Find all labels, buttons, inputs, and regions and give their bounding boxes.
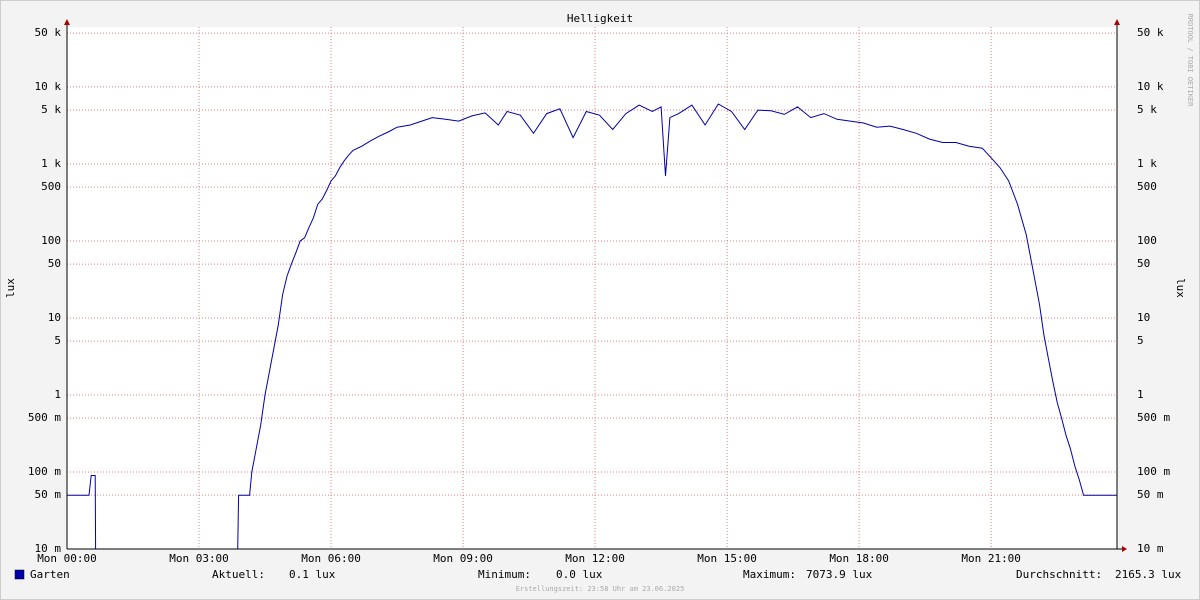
watermark: RRDTOOL / TOBI OETIKER <box>1186 14 1194 108</box>
y-tick-label-right: 500 m <box>1137 411 1170 424</box>
y-tick-label-right: 1 k <box>1137 157 1157 170</box>
x-tick-label: Mon 18:00 <box>829 552 889 565</box>
stat-label: Aktuell: <box>212 568 265 581</box>
legend-swatch <box>14 569 25 580</box>
y-tick-label: 10 k <box>35 80 62 93</box>
y-tick-label: 100 <box>41 234 61 247</box>
stat-value: 7073.9 lux <box>806 568 873 581</box>
x-tick-label: Mon 00:00 <box>37 552 97 565</box>
y-tick-label-right: 50 <box>1137 257 1150 270</box>
y-tick-label-right: 10 k <box>1137 80 1164 93</box>
stat-value: 0.1 lux <box>289 568 336 581</box>
chart-title: Helligkeit <box>567 12 633 25</box>
y-tick-label-right: 10 <box>1137 311 1150 324</box>
x-tick-label: Mon 06:00 <box>301 552 361 565</box>
y-tick-label-right: 10 m <box>1137 542 1164 555</box>
y-tick-label-right: 50 k <box>1137 26 1164 39</box>
x-tick-label: Mon 12:00 <box>565 552 625 565</box>
stat-value: 0.0 lux <box>556 568 603 581</box>
y-tick-label: 50 <box>48 257 61 270</box>
y-tick-label: 100 m <box>28 465 61 478</box>
y-tick-label: 1 <box>54 388 61 401</box>
data-line <box>67 103 1117 550</box>
stat-label: Maximum: <box>743 568 796 581</box>
y-axis-label-right: lux <box>1174 278 1187 298</box>
stat-label: Minimum: <box>478 568 531 581</box>
y-tick-label: 5 <box>54 334 61 347</box>
x-tick-label: Mon 03:00 <box>169 552 229 565</box>
legend-label: Garten <box>30 568 70 581</box>
y-tick-label-right: 100 <box>1137 234 1157 247</box>
y-tick-label: 10 m <box>35 542 62 555</box>
stat-label: Durchschnitt: <box>1016 568 1102 581</box>
x-tick-label: Mon 15:00 <box>697 552 757 565</box>
y-tick-label-right: 5 <box>1137 334 1144 347</box>
y-tick-label: 50 m <box>35 488 62 501</box>
y-tick-label: 500 <box>41 180 61 193</box>
y-tick-label-right: 100 m <box>1137 465 1170 478</box>
x-tick-label: Mon 21:00 <box>961 552 1021 565</box>
y-tick-label: 50 k <box>35 26 62 39</box>
stat-value: 2165.3 lux <box>1115 568 1182 581</box>
y-tick-label-right: 1 <box>1137 388 1144 401</box>
y-tick-label-right: 500 <box>1137 180 1157 193</box>
y-tick-label: 10 <box>48 311 61 324</box>
y-tick-label: 5 k <box>41 103 61 116</box>
y-tick-label: 500 m <box>28 411 61 424</box>
x-tick-label: Mon 09:00 <box>433 552 493 565</box>
y-axis-label: lux <box>4 278 17 298</box>
y-tick-label: 1 k <box>41 157 61 170</box>
y-tick-label-right: 50 m <box>1137 488 1164 501</box>
y-tick-label-right: 5 k <box>1137 103 1157 116</box>
plot-area <box>67 27 1117 549</box>
footer: Erstellungszeit: 23:58 Uhr am 23.06.2025 <box>516 585 685 593</box>
